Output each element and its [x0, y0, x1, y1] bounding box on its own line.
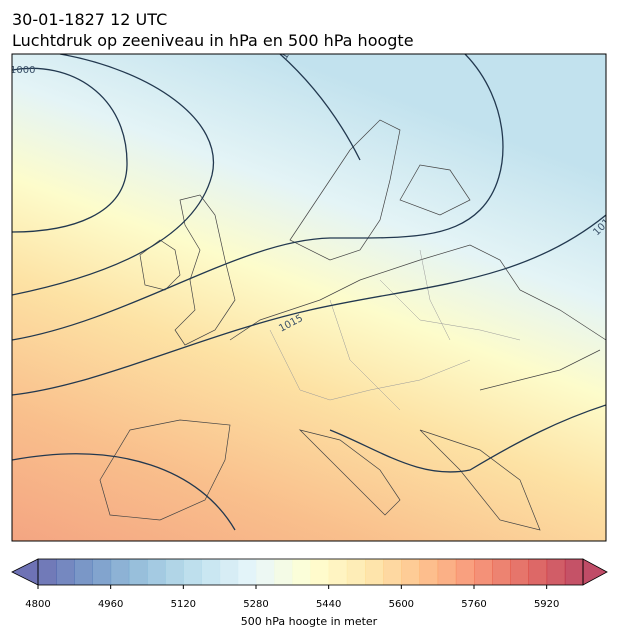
- colorbar-bin: [110, 559, 130, 585]
- colorbar-tick-label: 5600: [389, 599, 414, 610]
- colorbar-frame: [37, 558, 584, 586]
- colorbar-bin: [492, 559, 511, 585]
- colorbar-tick-label: 5760: [461, 599, 486, 610]
- colorbar-bin: [292, 559, 311, 585]
- colorbar-tick-label: 4960: [98, 599, 123, 610]
- colorbar-bin: [310, 559, 330, 585]
- colorbar-bin: [510, 559, 529, 585]
- colorbar-bin: [346, 559, 366, 585]
- colorbar-extend-high: [582, 558, 608, 586]
- colorbar-bin: [74, 559, 93, 585]
- borders: [269, 249, 521, 411]
- colorbar-bin: [56, 559, 75, 585]
- subtitle: Luchtdruk op zeeniveau in hPa en 500 hPa…: [12, 31, 414, 50]
- colorbar-bin: [38, 559, 57, 585]
- colorbar-bin: [383, 559, 402, 585]
- colorbar-bin: [401, 559, 420, 585]
- colorbar-bin: [256, 559, 275, 585]
- isobar: [12, 214, 606, 396]
- colorbar-extend-low: [11, 558, 39, 586]
- colorbar-bin: [528, 559, 548, 585]
- colorbar-tick-label: 5120: [171, 599, 196, 610]
- colorbar-label: 500 hPa hoogte in meter: [241, 615, 378, 628]
- colorbar-bin: [165, 559, 184, 585]
- colorbar-bin: [201, 559, 221, 585]
- isobar: [12, 67, 128, 233]
- colorbar-bin: [546, 559, 566, 585]
- colorbar-tick-label: 4800: [25, 599, 50, 610]
- height-field: [12, 54, 606, 541]
- colorbar-tick-label: 5920: [534, 599, 559, 610]
- colorbar-bin: [128, 559, 148, 585]
- colorbar-bin: [419, 559, 439, 585]
- colorbar-bin: [328, 559, 348, 585]
- colorbar-bin: [274, 559, 293, 585]
- title: 30-01-1827 12 UTC: [12, 10, 167, 29]
- contour-label: 1000: [10, 65, 35, 76]
- colorbar-bin: [437, 559, 457, 585]
- isobar: [12, 54, 504, 341]
- map: 1000 1005 1015 1010: [10, 34, 606, 541]
- map-frame: [11, 53, 607, 542]
- colorbar-bin: [92, 559, 112, 585]
- isobar: [12, 54, 215, 296]
- colorbar-bin: [237, 559, 257, 585]
- coastline: [99, 119, 606, 531]
- colorbar-bin: [183, 559, 202, 585]
- colorbar-bin: [474, 559, 493, 585]
- contour-label: 1005: [279, 34, 301, 62]
- colorbar-bin: [147, 559, 166, 585]
- colorbar-bin: [219, 559, 239, 585]
- colorbar-tick-label: 5440: [316, 599, 341, 610]
- colorbar-tick-label: 5280: [243, 599, 268, 610]
- colorbar-bin: [455, 559, 475, 585]
- colorbar-bin: [564, 559, 584, 585]
- colorbar: 4800 4960 5120 5280 5440 5600 5760 5920: [11, 558, 608, 610]
- isobar: [12, 404, 606, 531]
- colorbar-bin: [365, 559, 384, 585]
